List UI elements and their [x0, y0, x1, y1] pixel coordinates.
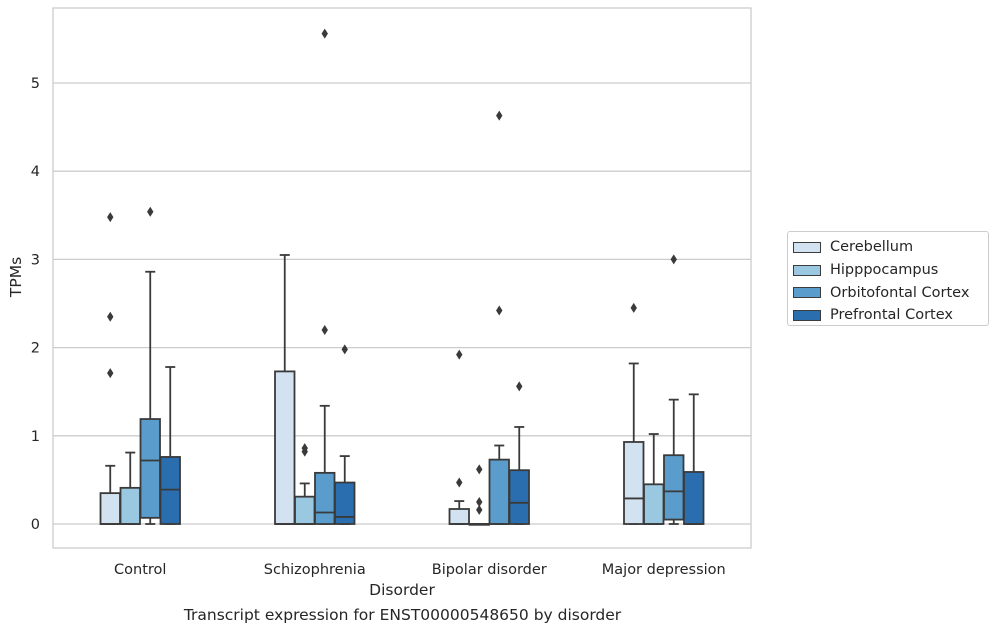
box-body — [448, 508, 470, 525]
box-body — [314, 471, 336, 525]
legend-label: Cerebellum — [830, 239, 914, 256]
outlier-marker — [456, 477, 463, 488]
outlier-marker — [107, 368, 114, 379]
box-body — [643, 483, 665, 525]
legend: Cerebellum Hipppocampus Orbitofontal Corte… — [787, 231, 989, 326]
box-body — [508, 469, 530, 525]
box-body — [139, 418, 161, 519]
outlier-marker — [496, 305, 503, 316]
outlier-marker — [321, 324, 328, 335]
x-axis-label: Disorder — [369, 581, 435, 599]
legend-swatch — [793, 264, 821, 276]
x-tick-label: Bipolar disorder — [432, 562, 547, 578]
chart-caption: Transcript expression for ENST0000054865… — [183, 606, 622, 624]
outlier-marker — [456, 349, 463, 360]
box-body — [274, 370, 296, 525]
box-orbitofontal-cortex — [663, 254, 685, 525]
box-body — [334, 481, 356, 525]
x-tick-label: Control — [114, 562, 166, 578]
box-cerebellum — [623, 302, 645, 525]
outlier-marker — [147, 206, 154, 217]
box-body — [119, 486, 141, 525]
box-hipppocampus — [119, 451, 141, 525]
box-prefrontal-cortex — [334, 344, 356, 525]
outlier-marker — [301, 443, 308, 454]
legend-label: Prefrontal Cortex — [830, 307, 953, 324]
x-tick-label: Schizophrenia — [264, 562, 366, 578]
box-body — [683, 471, 705, 525]
box-prefrontal-cortex — [508, 381, 530, 525]
box-body — [663, 454, 685, 521]
box-hipppocampus — [643, 433, 665, 525]
y-tick-label: 3 — [31, 252, 40, 268]
box-prefrontal-cortex — [683, 393, 705, 525]
box-hipppocampus — [294, 443, 316, 525]
legend-label: Hipppocampus — [830, 262, 939, 279]
outlier-marker — [516, 381, 523, 392]
y-tick-label: 1 — [31, 429, 40, 445]
box-prefrontal-cortex — [159, 366, 181, 525]
outlier-marker — [476, 496, 483, 507]
box-orbitofontal-cortex — [139, 206, 161, 525]
plot-frame — [52, 7, 752, 549]
y-tick-label: 4 — [31, 164, 40, 180]
outlier-marker — [670, 254, 677, 265]
box-orbitofontal-cortex — [488, 110, 510, 525]
outlier-marker — [107, 311, 114, 322]
legend-swatch — [793, 287, 821, 299]
legend-swatch — [793, 309, 821, 321]
legend-item: Hipppocampus — [793, 259, 988, 282]
y-tick-label: 0 — [31, 517, 40, 533]
box-body — [99, 492, 121, 525]
box-body — [488, 458, 510, 525]
outlier-marker — [107, 212, 114, 223]
outlier-marker — [476, 504, 483, 515]
box-body — [623, 441, 645, 525]
legend-label: Orbitofontal Cortex — [830, 284, 970, 301]
box-hipppocampus — [468, 464, 490, 526]
box-cerebellum — [448, 349, 470, 525]
outlier-marker — [496, 110, 503, 121]
outlier-marker — [630, 302, 637, 313]
y-axis-label: TPMs — [7, 257, 25, 298]
legend-item: Prefrontal Cortex — [793, 304, 988, 327]
y-tick-labels: 0 1 2 3 4 5 — [31, 76, 40, 533]
legend-item: Orbitofontal Cortex — [793, 281, 988, 304]
outlier-marker — [476, 464, 483, 475]
legend-swatch — [793, 241, 821, 253]
y-tick-label: 5 — [31, 76, 40, 92]
box-series — [99, 28, 705, 526]
x-tick-label: Major depression — [602, 562, 726, 578]
box-cerebellum — [274, 254, 296, 525]
box-body — [294, 495, 316, 525]
x-tick-labels: Control Schizophrenia Bipolar disorder Majo… — [114, 562, 726, 578]
box-orbitofontal-cortex — [314, 28, 336, 525]
outlier-marker — [321, 28, 328, 39]
outlier-marker — [341, 344, 348, 355]
y-tick-label: 2 — [31, 341, 40, 357]
legend-item: Cerebellum — [793, 236, 988, 259]
